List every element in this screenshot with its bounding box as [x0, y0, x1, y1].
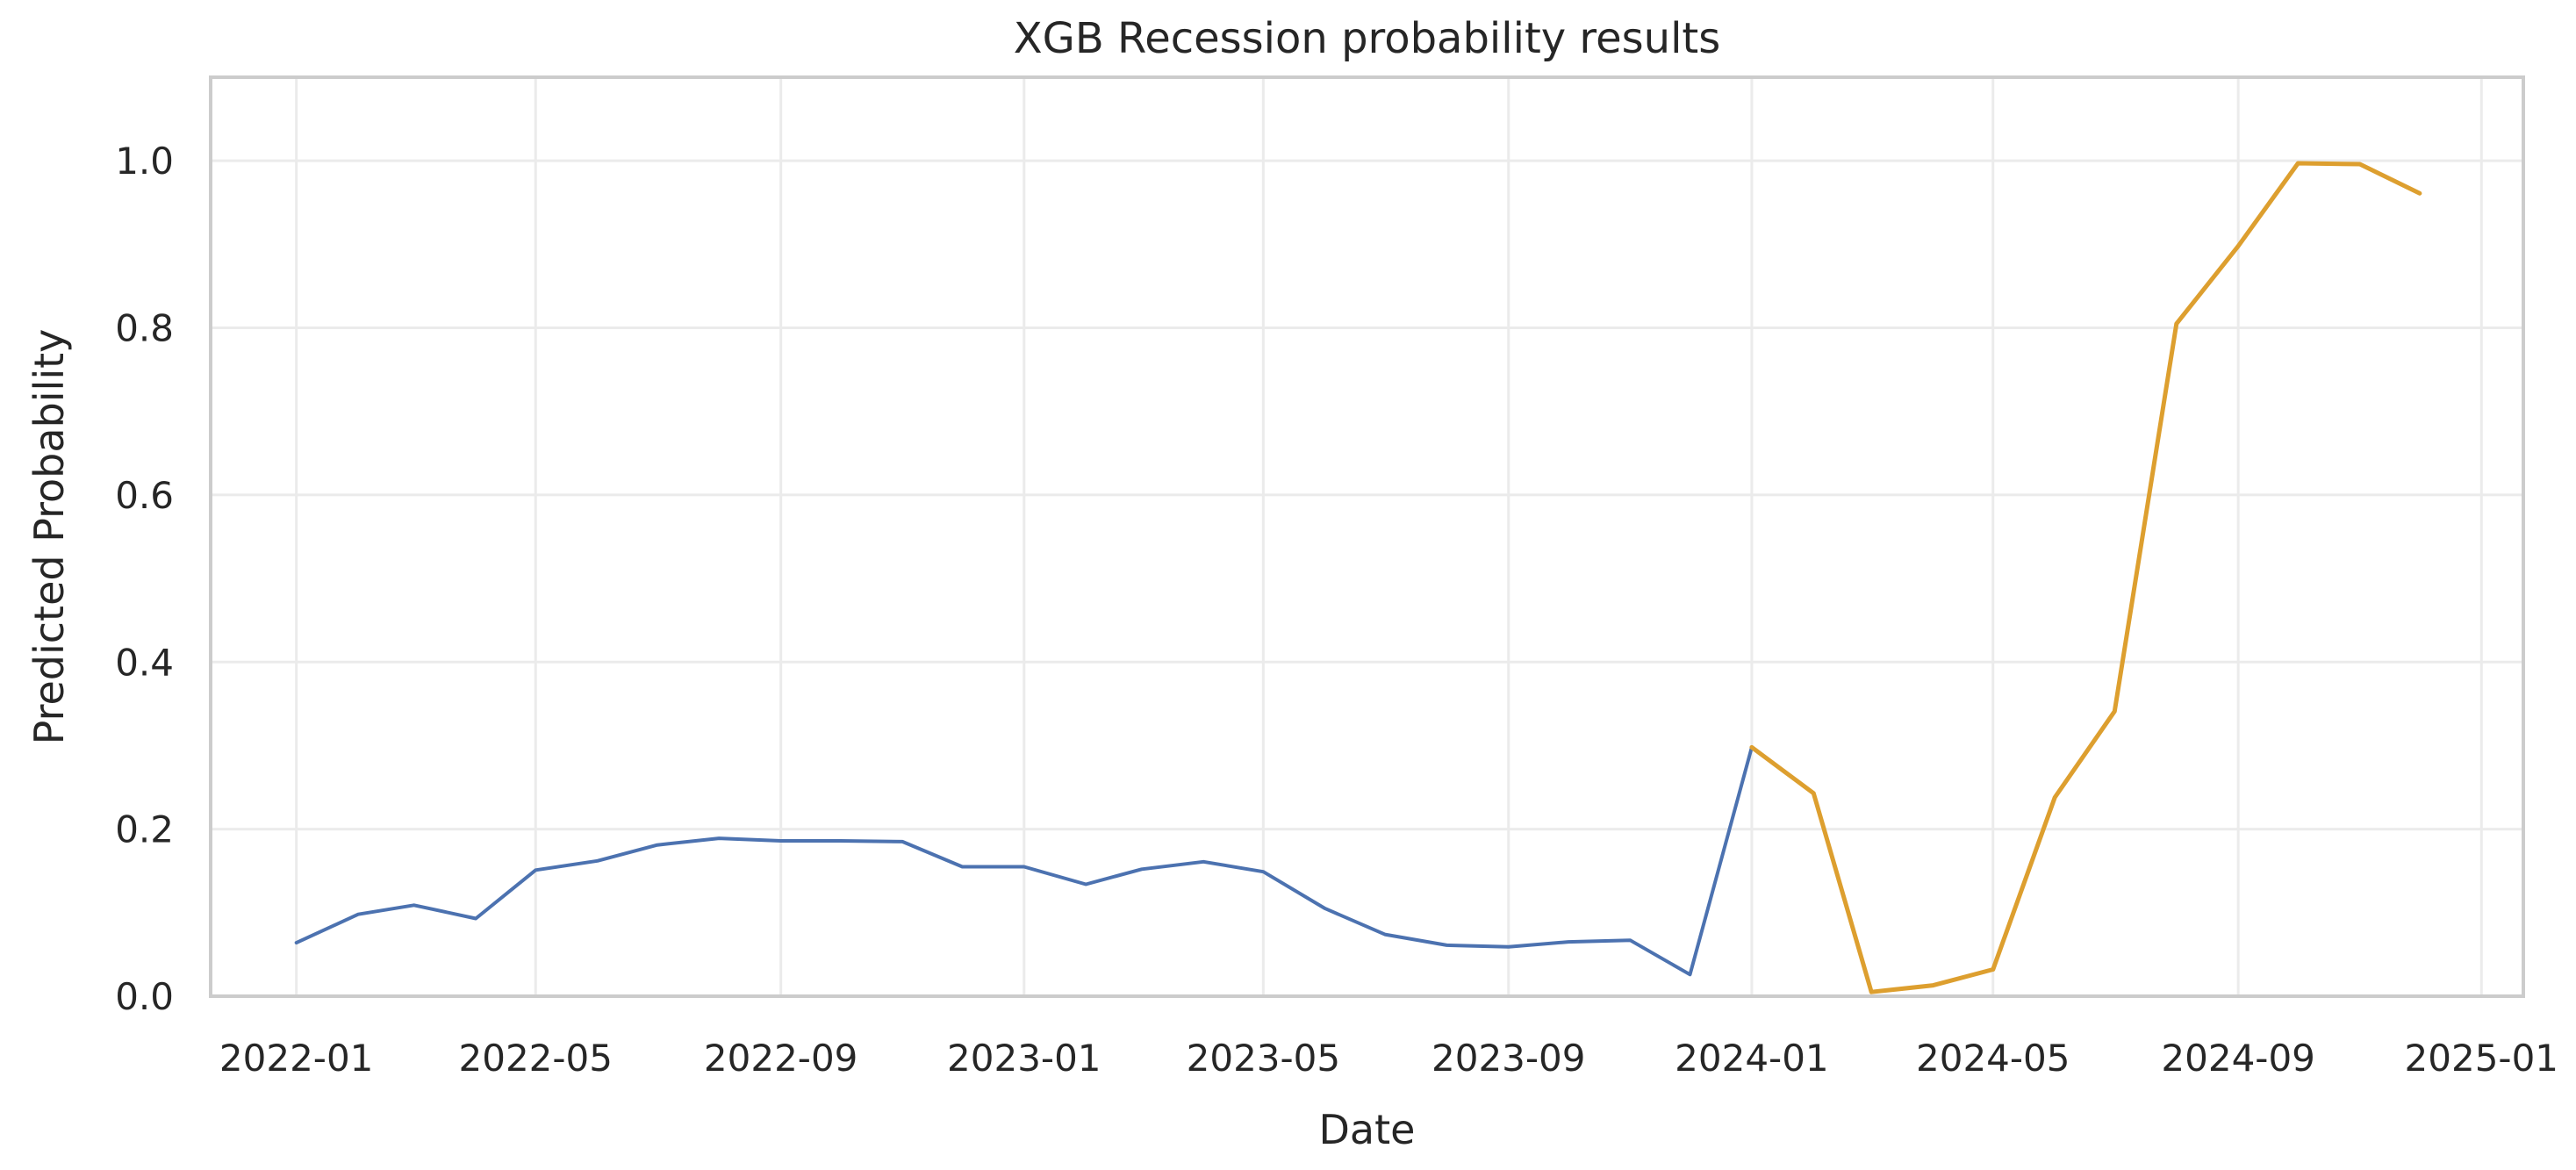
y-axis-label: Predicted Probability	[25, 329, 73, 745]
y-tick-label: 0.0	[115, 975, 174, 1018]
y-tick-label: 0.2	[115, 808, 174, 851]
x-tick-label: 2024-05	[1916, 1037, 2070, 1080]
x-tick-label: 2025-01	[2405, 1037, 2559, 1080]
y-tick-labels: 0.0 0.2 0.4 0.6 0.8 1.0	[115, 140, 174, 1018]
grid-layer	[211, 77, 2523, 996]
y-tick-label: 0.6	[115, 474, 174, 517]
series-line-2	[1752, 163, 2420, 992]
x-tick-labels: 2022-01 2022-05 2022-09 2023-01 2023-05 2023-…	[219, 1037, 2558, 1080]
x-tick-label: 2022-01	[219, 1037, 374, 1080]
x-tick-label: 2022-09	[704, 1037, 858, 1080]
y-tick-label: 0.8	[115, 307, 174, 350]
y-tick-label: 0.4	[115, 641, 174, 684]
chart-title: XGB Recession probability results	[1014, 14, 1720, 63]
x-tick-label: 2024-09	[2161, 1037, 2315, 1080]
x-tick-label: 2023-05	[1187, 1037, 1341, 1080]
y-tick-label: 1.0	[115, 140, 174, 183]
x-tick-label: 2022-05	[459, 1037, 614, 1080]
x-tick-label: 2024-01	[1675, 1037, 1829, 1080]
series-layer	[297, 163, 2420, 992]
plot-frame	[211, 77, 2523, 996]
x-tick-label: 2023-09	[1432, 1037, 1586, 1080]
x-axis-label: Date	[1319, 1106, 1416, 1153]
x-tick-label: 2023-01	[947, 1037, 1101, 1080]
